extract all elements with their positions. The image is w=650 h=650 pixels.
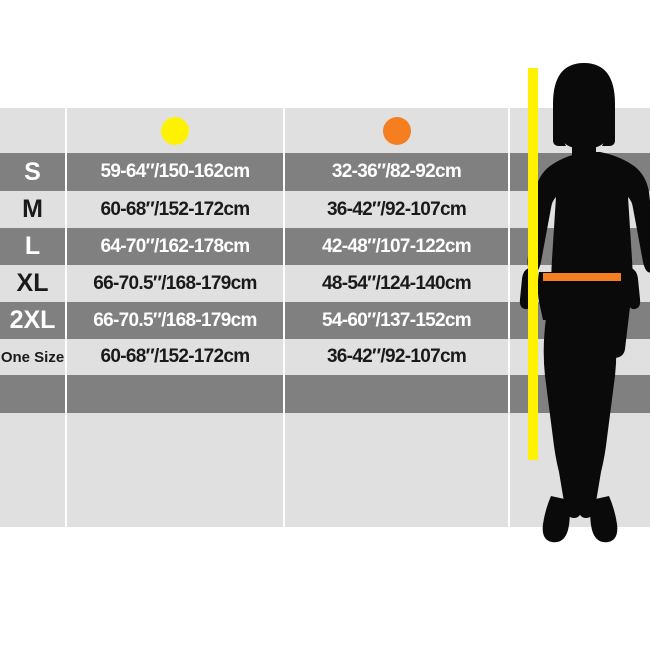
cell-size: S: [0, 153, 67, 191]
cell-hip: 36-42″/92-107cm: [285, 191, 510, 228]
header-cell-hip: [285, 108, 510, 153]
size-label: XL: [16, 269, 49, 297]
table-band-dark: [0, 375, 650, 413]
cell-hip: 54-60″/137-152cm: [285, 302, 510, 339]
cell-hip: 42-48″/107-122cm: [285, 228, 510, 265]
table-row: L 64-70″/162-178cm 42-48″/107-122cm: [0, 228, 650, 265]
hip-value: 54-60″/137-152cm: [322, 309, 472, 331]
hip-value: 48-54″/124-140cm: [322, 272, 472, 294]
size-table: S 59-64″/150-162cm 32-36″/82-92cm M 60-6…: [0, 108, 650, 527]
band-cell: [285, 413, 510, 527]
cell-hip: 48-54″/124-140cm: [285, 265, 510, 302]
table-row: One Size 60-68″/152-172cm 36-42″/92-107c…: [0, 339, 650, 375]
height-value: 59-64″/150-162cm: [100, 161, 251, 182]
band-cell: [0, 375, 67, 413]
height-value: 66-70.5″/168-179cm: [93, 272, 257, 294]
header-cell-height: [67, 108, 285, 153]
hip-value: 36-42″/92-107cm: [326, 346, 467, 367]
cell-hip: 36-42″/92-107cm: [285, 339, 510, 375]
cell-height: 66-70.5″/168-179cm: [67, 302, 285, 339]
size-label: M: [22, 195, 43, 223]
cell-height: 64-70″/162-178cm: [67, 228, 285, 265]
cell-size: M: [0, 191, 67, 228]
cell-size: XL: [0, 265, 67, 302]
orange-dot-icon: [382, 116, 411, 145]
hip-guide-line: [543, 273, 621, 281]
table-row: M 60-68″/152-172cm 36-42″/92-107cm: [0, 191, 650, 228]
cell-height: 60-68″/152-172cm: [67, 191, 285, 228]
table-band-light: [0, 413, 650, 527]
size-label: One Size: [0, 348, 65, 366]
height-value: 60-68″/152-172cm: [100, 346, 251, 367]
band-cell: [285, 375, 510, 413]
cell-size: 2XL: [0, 302, 67, 339]
cell-hip: 32-36″/82-92cm: [285, 153, 510, 191]
band-cell: [67, 375, 285, 413]
height-value: 60-68″/152-172cm: [100, 198, 251, 220]
height-value: 64-70″/162-178cm: [100, 235, 251, 257]
cell-size: L: [0, 228, 67, 265]
cell-height: 66-70.5″/168-179cm: [67, 265, 285, 302]
height-value: 66-70.5″/168-179cm: [93, 309, 257, 331]
hip-value: 42-48″/107-122cm: [322, 235, 472, 257]
yellow-dot-icon: [161, 116, 189, 145]
table-row: 2XL 66-70.5″/168-179cm 54-60″/137-152cm: [0, 302, 650, 339]
hip-value: 36-42″/92-107cm: [326, 198, 467, 220]
table-row: XL 66-70.5″/168-179cm 48-54″/124-140cm: [0, 265, 650, 302]
cell-height: 59-64″/150-162cm: [67, 153, 285, 191]
hip-value: 32-36″/82-92cm: [331, 161, 462, 182]
cell-height: 60-68″/152-172cm: [67, 339, 285, 375]
size-label: S: [24, 157, 41, 186]
table-row: S 59-64″/150-162cm 32-36″/82-92cm: [0, 153, 650, 191]
header-cell-size: [0, 108, 67, 153]
table-header-row: [0, 108, 650, 153]
band-cell: [0, 413, 67, 527]
size-label: 2XL: [9, 306, 56, 334]
size-label: L: [24, 232, 41, 260]
height-guide-line: [528, 68, 538, 460]
band-cell: [67, 413, 285, 527]
cell-size: One Size: [0, 339, 67, 375]
